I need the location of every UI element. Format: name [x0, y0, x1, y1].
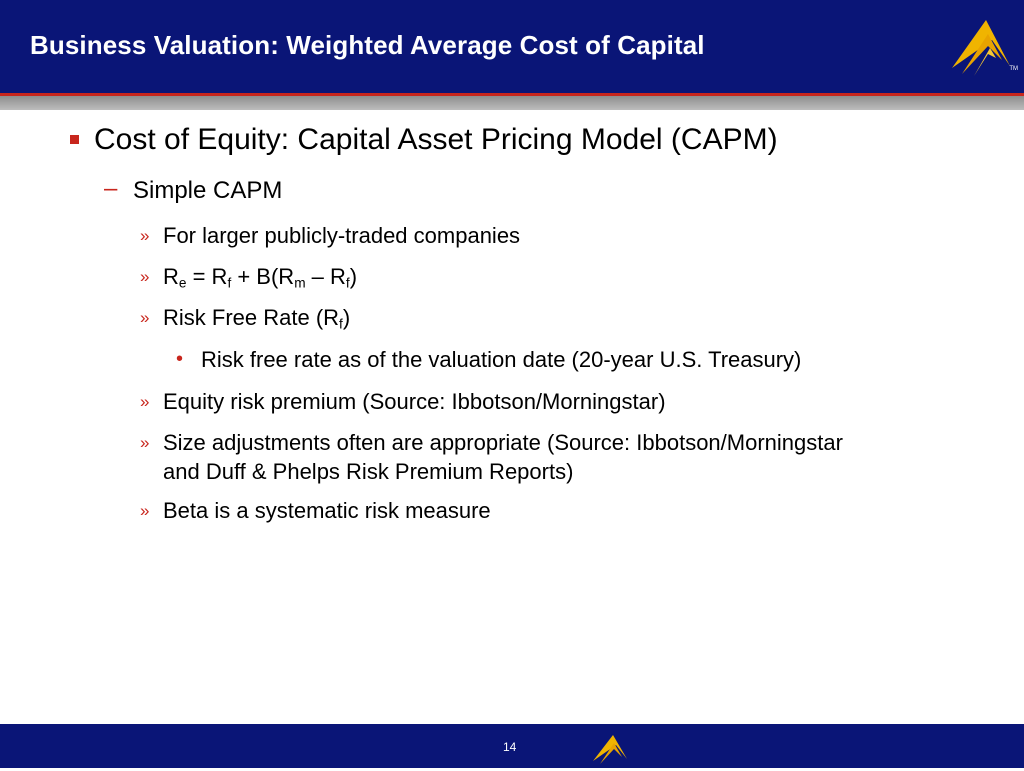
bullet-cost-of-equity: Cost of Equity: Capital Asset Pricing Mo…	[94, 123, 778, 156]
item-equity-risk-premium: Equity risk premium (Source: Ibbotson/Mo…	[163, 389, 666, 414]
formula-sub-e: e	[178, 275, 187, 291]
company-logo: TM	[948, 18, 1020, 80]
formula-minus: – R	[305, 264, 346, 289]
risk-free-sub: f	[339, 316, 343, 332]
square-bullet-icon	[70, 135, 79, 144]
dash-bullet-icon: –	[104, 175, 118, 202]
chevron-bullet-icon: »	[140, 501, 150, 520]
formula-sub-f2: f	[345, 275, 350, 291]
chevron-bullet-icon: »	[140, 392, 150, 411]
header-gray-rule	[0, 96, 1024, 110]
chevron-bullet-icon: »	[140, 308, 150, 327]
formula-plus: + B(R	[231, 264, 295, 289]
header-bar: Business Valuation: Weighted Average Cos…	[0, 0, 1024, 93]
trademark-mark: TM	[1009, 66, 1018, 72]
footer-logo	[591, 733, 633, 766]
chevron-bullet-icon: »	[140, 433, 150, 452]
bullet-simple-capm: Simple CAPM	[133, 177, 283, 204]
dot-bullet-icon: •	[176, 348, 184, 370]
risk-free-close: )	[342, 305, 351, 330]
item-size-adjustments-cont: and Duff & Phelps Risk Premium Reports)	[163, 459, 574, 484]
item-capm-formula: Re = Rf + B(Rm – Rf)	[163, 264, 357, 290]
risk-free-text: Risk Free Rate (R	[163, 305, 340, 330]
formula-sub-f: f	[227, 275, 232, 291]
item-size-adjustments: Size adjustments often are appropriate (…	[163, 430, 843, 455]
item-beta: Beta is a systematic risk measure	[163, 498, 491, 523]
formula-eq: = R	[186, 264, 228, 289]
slide-content: Cost of Equity: Capital Asset Pricing Mo…	[70, 123, 843, 523]
formula-close: )	[349, 264, 358, 289]
header-red-rule	[0, 93, 1024, 96]
formula-r: R	[163, 264, 179, 289]
item-larger-companies: For larger publicly-traded companies	[163, 223, 521, 248]
chevron-bullet-icon: »	[140, 267, 150, 286]
subitem-treasury: Risk free rate as of the valuation date …	[201, 347, 802, 372]
formula-sub-m: m	[294, 275, 306, 291]
page-number: 14	[503, 740, 517, 754]
footer-bar	[0, 724, 1024, 768]
slide-title: Business Valuation: Weighted Average Cos…	[30, 30, 705, 60]
chevron-bullet-icon: »	[140, 226, 150, 245]
item-risk-free-rate: Risk Free Rate (Rf)	[163, 305, 350, 331]
